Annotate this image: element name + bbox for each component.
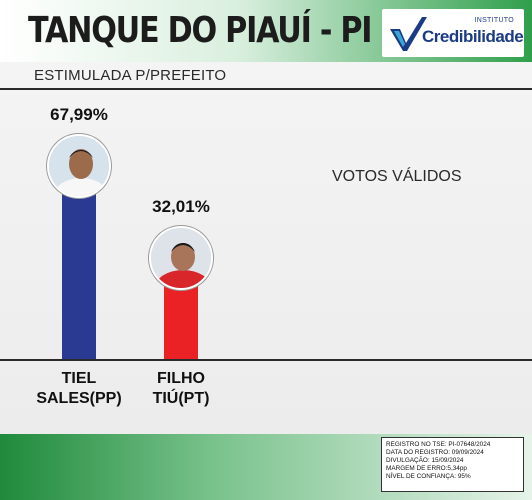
confidence-level-line: NÍVEL DE CONFIANÇA: 95% <box>386 473 471 481</box>
person-photo-icon <box>151 228 211 288</box>
registration-date-line: DATA DO REGISTRO: 09/09/2024 <box>386 449 484 457</box>
registration-info-box: REGISTRO NO TSE: PI-07648/2024 DATA DO R… <box>381 437 524 492</box>
person-photo-icon <box>49 136 109 196</box>
logo-credibilidade-text: Credibilidade <box>422 27 524 46</box>
bar-tiel-sales <box>62 184 96 359</box>
votos-validos-label: VOTOS VÁLIDOS <box>332 168 462 185</box>
margin-of-error-line: MARGEM DE ERRO:5,34pp <box>386 465 467 473</box>
chart-baseline <box>0 359 532 361</box>
page-title: TANQUE DO PIAUÍ - PI <box>28 10 373 51</box>
candidate-name-line1: TIEL <box>61 370 97 387</box>
subtitle-divider <box>0 88 532 90</box>
candidate-name-filho-tiu: FILHO TIÚ(PT) <box>126 369 236 409</box>
chart-subtitle: ESTIMULADA P/PREFEITO <box>34 67 227 84</box>
value-label-filho-tiu: 32,01% <box>152 197 210 216</box>
registration-line: REGISTRO NO TSE: PI-07648/2024 <box>386 441 491 448</box>
value-label-tiel-sales: 67,99% <box>50 105 108 124</box>
candidate-name-line2: TIÚ(PT) <box>152 390 210 407</box>
candidate-name-line2: SALES(PP) <box>36 390 122 407</box>
checkmark-logo-icon <box>390 17 427 51</box>
avatar-filho-tiu <box>149 226 213 290</box>
release-date-line: DIVULGAÇÃO: 15/09/2024 <box>386 457 464 465</box>
candidate-name-line1: FILHO <box>157 370 205 387</box>
candidate-name-tiel-sales: TIEL SALES(PP) <box>24 369 134 409</box>
institute-logo: INSTITUTO Credibilidade <box>382 9 524 57</box>
logo-instituto-text: INSTITUTO <box>474 17 514 24</box>
avatar-tiel-sales <box>47 134 111 198</box>
